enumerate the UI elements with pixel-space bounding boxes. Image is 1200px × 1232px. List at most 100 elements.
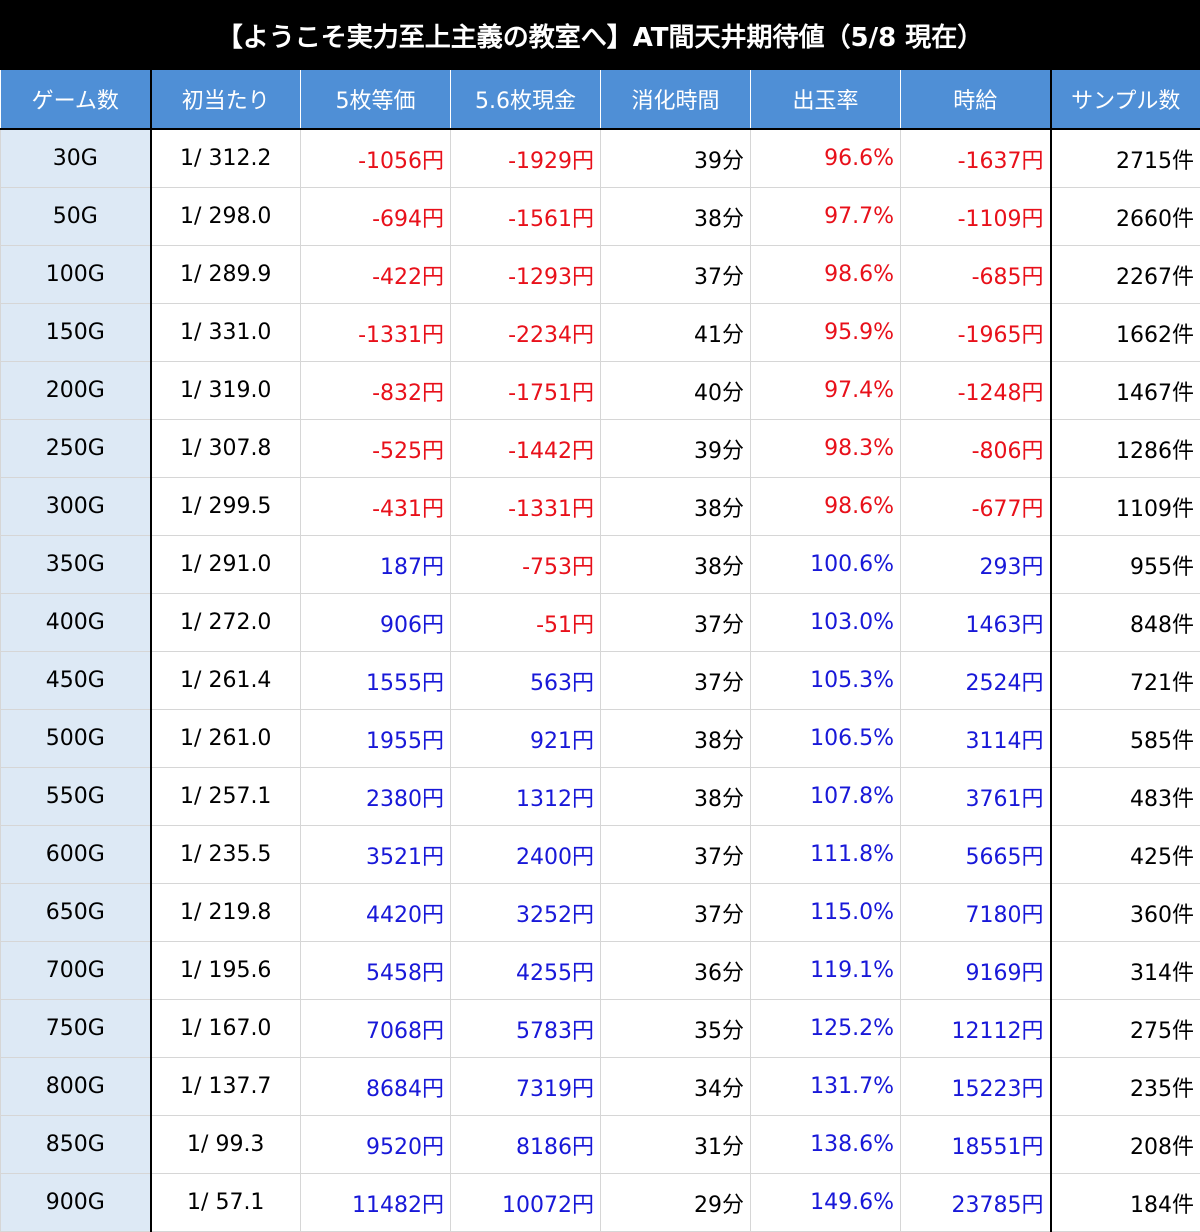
cell-5-coin-equivalent: -431円	[300, 477, 451, 536]
cell-5-coin-equivalent: 11482円	[300, 1173, 451, 1232]
cell-game-count: 850G	[0, 1115, 152, 1174]
cell-sample-count: 2715件	[1050, 128, 1200, 188]
cell-sample-count: 208件	[1050, 1115, 1200, 1174]
cell-game-count: 400G	[0, 593, 152, 652]
cell-5-6-coin-cash: -753円	[450, 535, 601, 594]
cell-game-count: 550G	[0, 767, 152, 826]
table-body: 30G 1/ 312.2 -1056円 -1929円 39分 96.6% -1637円 271…	[0, 128, 1200, 1232]
cell-hourly-wage: 15223円	[900, 1057, 1052, 1116]
table-row: 300G 1/ 299.5 -431円 -1331円 38分 98.6% -677円 1109…	[0, 477, 1200, 536]
cell-5-coin-equivalent: -694円	[300, 187, 451, 246]
cell-first-hit: 1/ 219.8	[150, 883, 301, 942]
cell-game-count: 100G	[0, 245, 152, 304]
cell-hourly-wage: -1109円	[900, 187, 1052, 246]
cell-5-6-coin-cash: -1561円	[450, 187, 601, 246]
cell-5-6-coin-cash: 563円	[450, 651, 601, 710]
cell-hourly-wage: 23785円	[900, 1173, 1052, 1232]
cell-payout-rate: 98.3%	[750, 419, 901, 478]
cell-play-time: 39分	[600, 419, 751, 478]
cell-sample-count: 1286件	[1050, 419, 1200, 478]
cell-payout-rate: 106.5%	[750, 709, 901, 768]
cell-play-time: 40分	[600, 361, 751, 420]
cell-hourly-wage: 293円	[900, 535, 1052, 594]
cell-payout-rate: 119.1%	[750, 941, 901, 1000]
table-row: 50G 1/ 298.0 -694円 -1561円 38分 97.7% -1109円 2660…	[0, 187, 1200, 246]
cell-5-6-coin-cash: 3252円	[450, 883, 601, 942]
cell-hourly-wage: 3114円	[900, 709, 1052, 768]
cell-play-time: 37分	[600, 883, 751, 942]
cell-hourly-wage: 7180円	[900, 883, 1052, 942]
cell-sample-count: 1662件	[1050, 303, 1200, 362]
cell-play-time: 38分	[600, 767, 751, 826]
cell-game-count: 30G	[0, 128, 152, 188]
cell-sample-count: 425件	[1050, 825, 1200, 884]
cell-5-coin-equivalent: 1955円	[300, 709, 451, 768]
cell-game-count: 450G	[0, 651, 152, 710]
cell-game-count: 800G	[0, 1057, 152, 1116]
cell-first-hit: 1/ 137.7	[150, 1057, 301, 1116]
table-row: 900G 1/ 57.1 11482円 10072円 29分 149.6% 23785円 18…	[0, 1173, 1200, 1232]
cell-5-coin-equivalent: 8684円	[300, 1057, 451, 1116]
cell-first-hit: 1/ 331.0	[150, 303, 301, 362]
cell-hourly-wage: 2524円	[900, 651, 1052, 710]
cell-game-count: 200G	[0, 361, 152, 420]
cell-first-hit: 1/ 195.6	[150, 941, 301, 1000]
cell-sample-count: 955件	[1050, 535, 1200, 594]
cell-sample-count: 1467件	[1050, 361, 1200, 420]
cell-game-count: 500G	[0, 709, 152, 768]
cell-5-6-coin-cash: -1929円	[450, 128, 601, 188]
cell-game-count: 250G	[0, 419, 152, 478]
cell-play-time: 37分	[600, 825, 751, 884]
cell-5-6-coin-cash: 7319円	[450, 1057, 601, 1116]
cell-hourly-wage: 5665円	[900, 825, 1052, 884]
header-hourly-wage: 時給	[900, 70, 1052, 130]
cell-first-hit: 1/ 307.8	[150, 419, 301, 478]
cell-game-count: 300G	[0, 477, 152, 536]
cell-payout-rate: 97.7%	[750, 187, 901, 246]
cell-play-time: 38分	[600, 535, 751, 594]
cell-5-coin-equivalent: 5458円	[300, 941, 451, 1000]
table-row: 450G 1/ 261.4 1555円 563円 37分 105.3% 2524円 721件	[0, 651, 1200, 710]
cell-first-hit: 1/ 257.1	[150, 767, 301, 826]
cell-sample-count: 275件	[1050, 999, 1200, 1058]
cell-sample-count: 1109件	[1050, 477, 1200, 536]
header-play-time: 消化時間	[600, 70, 751, 130]
cell-play-time: 34分	[600, 1057, 751, 1116]
cell-play-time: 37分	[600, 593, 751, 652]
cell-hourly-wage: -685円	[900, 245, 1052, 304]
cell-5-6-coin-cash: 1312円	[450, 767, 601, 826]
header-5-coin-equivalent: 5枚等価	[300, 70, 451, 130]
cell-5-6-coin-cash: -1751円	[450, 361, 601, 420]
cell-5-coin-equivalent: -832円	[300, 361, 451, 420]
cell-hourly-wage: -1248円	[900, 361, 1052, 420]
cell-play-time: 38分	[600, 477, 751, 536]
cell-5-coin-equivalent: 3521円	[300, 825, 451, 884]
cell-5-coin-equivalent: 9520円	[300, 1115, 451, 1174]
table-row: 650G 1/ 219.8 4420円 3252円 37分 115.0% 7180円 360件	[0, 883, 1200, 942]
table-row: 100G 1/ 289.9 -422円 -1293円 37分 98.6% -685円 2267…	[0, 245, 1200, 304]
cell-payout-rate: 107.8%	[750, 767, 901, 826]
cell-first-hit: 1/ 99.3	[150, 1115, 301, 1174]
cell-5-6-coin-cash: 8186円	[450, 1115, 601, 1174]
cell-payout-rate: 138.6%	[750, 1115, 901, 1174]
cell-5-6-coin-cash: 5783円	[450, 999, 601, 1058]
header-sample-count: サンプル数	[1050, 70, 1200, 130]
cell-5-6-coin-cash: 4255円	[450, 941, 601, 1000]
cell-hourly-wage: 18551円	[900, 1115, 1052, 1174]
cell-5-6-coin-cash: -1442円	[450, 419, 601, 478]
table-row: 200G 1/ 319.0 -832円 -1751円 40分 97.4% -1248円 146…	[0, 361, 1200, 420]
cell-5-coin-equivalent: -1056円	[300, 128, 451, 188]
cell-5-coin-equivalent: -525円	[300, 419, 451, 478]
cell-first-hit: 1/ 57.1	[150, 1173, 301, 1232]
cell-first-hit: 1/ 298.0	[150, 187, 301, 246]
cell-first-hit: 1/ 261.0	[150, 709, 301, 768]
cell-payout-rate: 105.3%	[750, 651, 901, 710]
cell-5-coin-equivalent: 906円	[300, 593, 451, 652]
cell-hourly-wage: -677円	[900, 477, 1052, 536]
table-row: 500G 1/ 261.0 1955円 921円 38分 106.5% 3114円 585件	[0, 709, 1200, 768]
cell-play-time: 41分	[600, 303, 751, 362]
table-row: 700G 1/ 195.6 5458円 4255円 36分 119.1% 9169円 314件	[0, 941, 1200, 1000]
cell-5-coin-equivalent: -422円	[300, 245, 451, 304]
cell-5-6-coin-cash: -2234円	[450, 303, 601, 362]
cell-payout-rate: 98.6%	[750, 245, 901, 304]
